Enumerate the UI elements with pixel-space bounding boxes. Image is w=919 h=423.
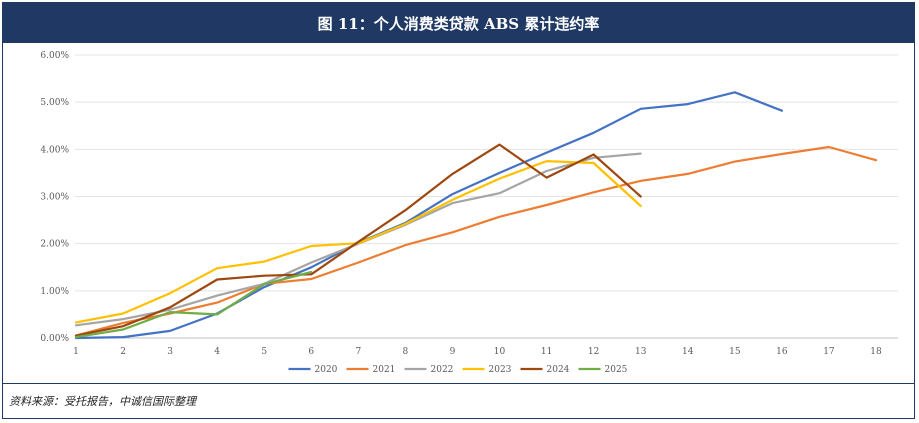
y-tick-label: 2.00%: [40, 240, 69, 250]
series-line-2025: [74, 270, 313, 339]
y-tick-label: 0.00%: [40, 334, 69, 344]
legend: 2020 2021 2022 2023 2024 2025: [288, 365, 628, 375]
x-tick-label: 15: [729, 347, 741, 357]
x-tick-label: 18: [870, 347, 882, 357]
x-tick-label: 3: [167, 347, 173, 357]
series-line-2021: [74, 145, 878, 337]
legend-item-2024: 2024: [520, 365, 570, 375]
x-tick-label: 4: [214, 347, 220, 357]
legend-label: 2022: [431, 365, 454, 375]
legend-item-2022: 2022: [404, 365, 454, 375]
series-line-2022: [74, 152, 642, 327]
series-line-2020: [74, 91, 783, 340]
series-lines: [74, 91, 878, 340]
figure-frame: 图 11：个人消费类贷款 ABS 累计违约率 0.00% 1.00% 2.00% 3.…: [2, 2, 915, 419]
figure-title: 图 11：个人消费类贷款 ABS 累计违约率: [3, 3, 914, 43]
x-tick-label: 8: [403, 347, 409, 357]
legend-label: 2023: [489, 365, 512, 375]
x-tick-label: 14: [682, 347, 694, 357]
x-tick-label: 13: [635, 347, 647, 357]
y-axis-labels: 0.00% 1.00% 2.00% 3.00% 4.00% 5.00% 6.00%: [40, 51, 69, 344]
x-axis-labels: 1 2 3 4 5 6 7 8 9 10 11 12 13 14 15 16 17 18: [73, 347, 882, 357]
x-tick-label: 5: [261, 347, 267, 357]
grid-lines: [75, 54, 898, 339]
legend-label: 2025: [605, 365, 628, 375]
legend-label: 2024: [547, 365, 570, 375]
legend-item-2023: 2023: [462, 365, 512, 375]
series-line-2024: [74, 143, 642, 337]
x-tick-label: 12: [588, 347, 599, 357]
legend-item-2020: 2020: [288, 365, 338, 375]
x-tick-label: 9: [450, 347, 456, 357]
y-tick-label: 1.00%: [40, 287, 69, 297]
source-note: 资料来源：受托报告，中诚信国际整理: [3, 383, 914, 418]
legend-item-2021: 2021: [346, 365, 396, 375]
series-line-2023: [74, 160, 642, 324]
legend-label: 2020: [315, 365, 338, 375]
y-tick-label: 5.00%: [40, 98, 69, 108]
legend-item-2025: 2025: [578, 365, 628, 375]
x-tick-label: 2: [120, 347, 126, 357]
y-tick-label: 4.00%: [40, 145, 69, 155]
y-tick-label: 6.00%: [40, 51, 69, 61]
x-tick-label: 16: [776, 347, 788, 357]
x-tick-label: 6: [308, 347, 314, 357]
x-tick-label: 11: [541, 347, 552, 357]
x-tick-label: 7: [355, 347, 361, 357]
x-tick-label: 1: [73, 347, 79, 357]
y-tick-label: 3.00%: [40, 193, 69, 203]
x-tick-label: 10: [494, 347, 506, 357]
x-tick-label: 17: [823, 347, 835, 357]
legend-label: 2021: [373, 365, 396, 375]
